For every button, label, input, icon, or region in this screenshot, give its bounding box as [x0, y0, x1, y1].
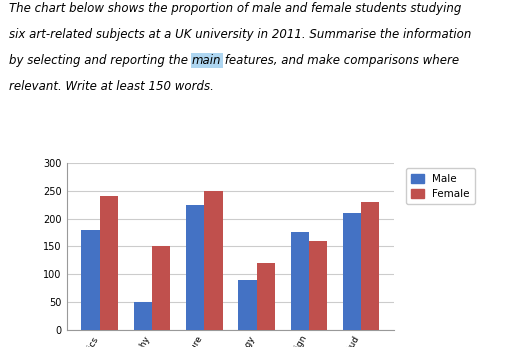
Bar	[343, 213, 361, 330]
Legend: Male, Female: Male, Female	[406, 168, 475, 204]
Bar	[204, 191, 223, 330]
Text: The chart below shows the proportion of male and female students studying: The chart below shows the proportion of …	[9, 2, 462, 15]
Text: by selecting and reporting the: by selecting and reporting the	[9, 54, 192, 67]
Text: features, and make comparisons where: features, and make comparisons where	[222, 54, 460, 67]
Bar	[238, 280, 257, 330]
Bar	[134, 302, 152, 330]
Bar	[257, 263, 275, 330]
Text: main: main	[192, 54, 222, 67]
Bar	[361, 202, 379, 330]
Bar	[81, 230, 100, 330]
Bar	[152, 246, 170, 330]
Text: six art-related subjects at a UK university in 2011. Summarise the information: six art-related subjects at a UK univers…	[9, 28, 472, 41]
Bar	[290, 232, 309, 330]
Bar	[309, 241, 327, 330]
Text: relevant. Write at least 150 words.: relevant. Write at least 150 words.	[9, 80, 214, 93]
Bar	[186, 205, 204, 330]
Bar	[100, 196, 118, 330]
